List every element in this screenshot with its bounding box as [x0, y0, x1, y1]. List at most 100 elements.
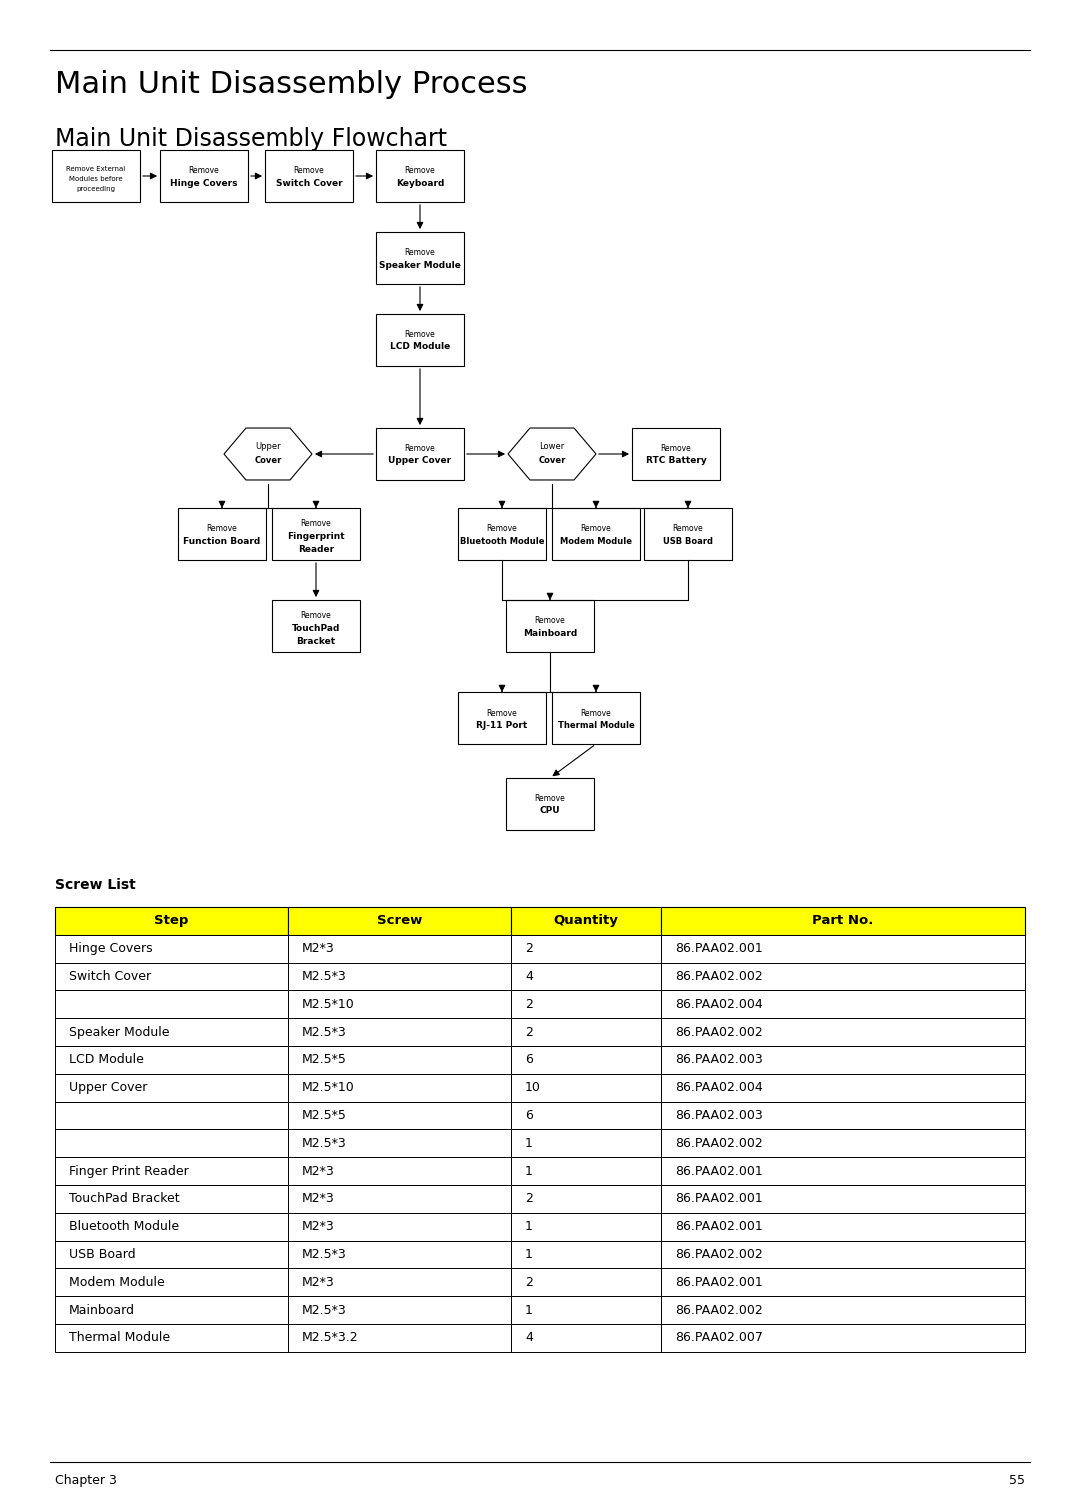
Text: Screw List: Screw List [55, 878, 136, 892]
FancyBboxPatch shape [287, 963, 511, 990]
Text: 86.PAA02.002: 86.PAA02.002 [675, 1303, 762, 1317]
Text: 1: 1 [525, 1137, 532, 1149]
Text: Hinge Covers: Hinge Covers [171, 178, 238, 187]
Text: LCD Module: LCD Module [390, 343, 450, 351]
FancyBboxPatch shape [55, 1269, 287, 1296]
Text: LCD Module: LCD Module [69, 1054, 144, 1066]
Text: 4: 4 [525, 971, 532, 983]
Text: Speaker Module: Speaker Module [379, 260, 461, 269]
Text: 86.PAA02.002: 86.PAA02.002 [675, 1247, 762, 1261]
FancyBboxPatch shape [661, 1213, 1025, 1241]
Text: Main Unit Disassembly Flowchart: Main Unit Disassembly Flowchart [55, 127, 447, 151]
Text: 2: 2 [525, 998, 532, 1012]
Text: M2.5*3.2: M2.5*3.2 [301, 1332, 359, 1344]
Text: 10: 10 [525, 1081, 541, 1095]
Text: Speaker Module: Speaker Module [69, 1025, 170, 1039]
FancyBboxPatch shape [511, 963, 661, 990]
FancyBboxPatch shape [55, 1129, 287, 1157]
FancyBboxPatch shape [287, 1325, 511, 1352]
FancyBboxPatch shape [458, 508, 546, 559]
Text: Finger Print Reader: Finger Print Reader [69, 1164, 189, 1178]
FancyBboxPatch shape [661, 1046, 1025, 1074]
FancyBboxPatch shape [55, 1296, 287, 1325]
Text: Remove: Remove [294, 166, 324, 175]
FancyBboxPatch shape [55, 1074, 287, 1102]
Text: Switch Cover: Switch Cover [69, 971, 151, 983]
Polygon shape [508, 428, 596, 479]
FancyBboxPatch shape [511, 1046, 661, 1074]
Text: 6: 6 [525, 1108, 532, 1122]
FancyBboxPatch shape [552, 508, 640, 559]
FancyBboxPatch shape [376, 150, 464, 203]
Text: Upper Cover: Upper Cover [389, 457, 451, 466]
Text: Remove: Remove [535, 794, 565, 803]
Text: 86.PAA02.001: 86.PAA02.001 [675, 1220, 762, 1234]
FancyBboxPatch shape [661, 1129, 1025, 1157]
FancyBboxPatch shape [287, 1074, 511, 1102]
FancyBboxPatch shape [376, 231, 464, 284]
FancyBboxPatch shape [661, 1074, 1025, 1102]
FancyBboxPatch shape [55, 907, 287, 934]
FancyBboxPatch shape [644, 508, 732, 559]
FancyBboxPatch shape [272, 508, 360, 559]
Text: 2: 2 [525, 1025, 532, 1039]
Text: Quantity: Quantity [554, 915, 619, 927]
Text: M2.5*5: M2.5*5 [301, 1108, 347, 1122]
FancyBboxPatch shape [287, 1241, 511, 1269]
Text: 86.PAA02.007: 86.PAA02.007 [675, 1332, 764, 1344]
Text: Mainboard: Mainboard [523, 629, 577, 638]
FancyBboxPatch shape [511, 1185, 661, 1213]
Text: M2*3: M2*3 [301, 1193, 335, 1205]
FancyBboxPatch shape [661, 1325, 1025, 1352]
Text: Remove: Remove [661, 445, 691, 454]
Text: Remove: Remove [487, 709, 517, 718]
FancyBboxPatch shape [287, 1129, 511, 1157]
Text: Remove: Remove [405, 331, 435, 340]
Text: Remove: Remove [673, 525, 703, 534]
Text: Remove: Remove [535, 617, 565, 626]
Text: Fingerprint: Fingerprint [287, 532, 345, 541]
Text: Screw: Screw [377, 915, 422, 927]
FancyBboxPatch shape [661, 907, 1025, 934]
Text: Cover: Cover [538, 457, 566, 466]
Text: Remove: Remove [300, 520, 332, 529]
Text: Remove: Remove [405, 166, 435, 175]
FancyBboxPatch shape [458, 692, 546, 744]
FancyBboxPatch shape [661, 990, 1025, 1018]
FancyBboxPatch shape [661, 1185, 1025, 1213]
Text: M2.5*3: M2.5*3 [301, 971, 347, 983]
FancyBboxPatch shape [511, 907, 661, 934]
FancyBboxPatch shape [55, 990, 287, 1018]
FancyBboxPatch shape [55, 934, 287, 963]
FancyBboxPatch shape [661, 1241, 1025, 1269]
Text: 86.PAA02.004: 86.PAA02.004 [675, 998, 762, 1012]
Text: M2*3: M2*3 [301, 1276, 335, 1288]
Text: M2.5*3: M2.5*3 [301, 1137, 347, 1149]
Text: 4: 4 [525, 1332, 532, 1344]
Text: Modem Module: Modem Module [561, 537, 632, 546]
FancyBboxPatch shape [287, 907, 511, 934]
FancyBboxPatch shape [55, 1157, 287, 1185]
Text: Switch Cover: Switch Cover [275, 178, 342, 187]
Text: RTC Battery: RTC Battery [646, 457, 706, 466]
Text: 6: 6 [525, 1054, 532, 1066]
Text: Bracket: Bracket [296, 638, 336, 647]
Text: proceeding: proceeding [77, 186, 116, 192]
FancyBboxPatch shape [265, 150, 353, 203]
Text: Remove: Remove [581, 525, 611, 534]
FancyBboxPatch shape [552, 692, 640, 744]
Polygon shape [224, 428, 312, 479]
FancyBboxPatch shape [272, 600, 360, 652]
FancyBboxPatch shape [376, 428, 464, 479]
FancyBboxPatch shape [507, 779, 594, 830]
FancyBboxPatch shape [511, 1129, 661, 1157]
FancyBboxPatch shape [287, 1213, 511, 1241]
Text: USB Board: USB Board [69, 1247, 136, 1261]
FancyBboxPatch shape [287, 1157, 511, 1185]
Text: M2.5*5: M2.5*5 [301, 1054, 347, 1066]
Text: 1: 1 [525, 1164, 532, 1178]
Text: Part No.: Part No. [812, 915, 874, 927]
FancyBboxPatch shape [511, 1102, 661, 1129]
FancyBboxPatch shape [55, 1102, 287, 1129]
FancyBboxPatch shape [661, 963, 1025, 990]
